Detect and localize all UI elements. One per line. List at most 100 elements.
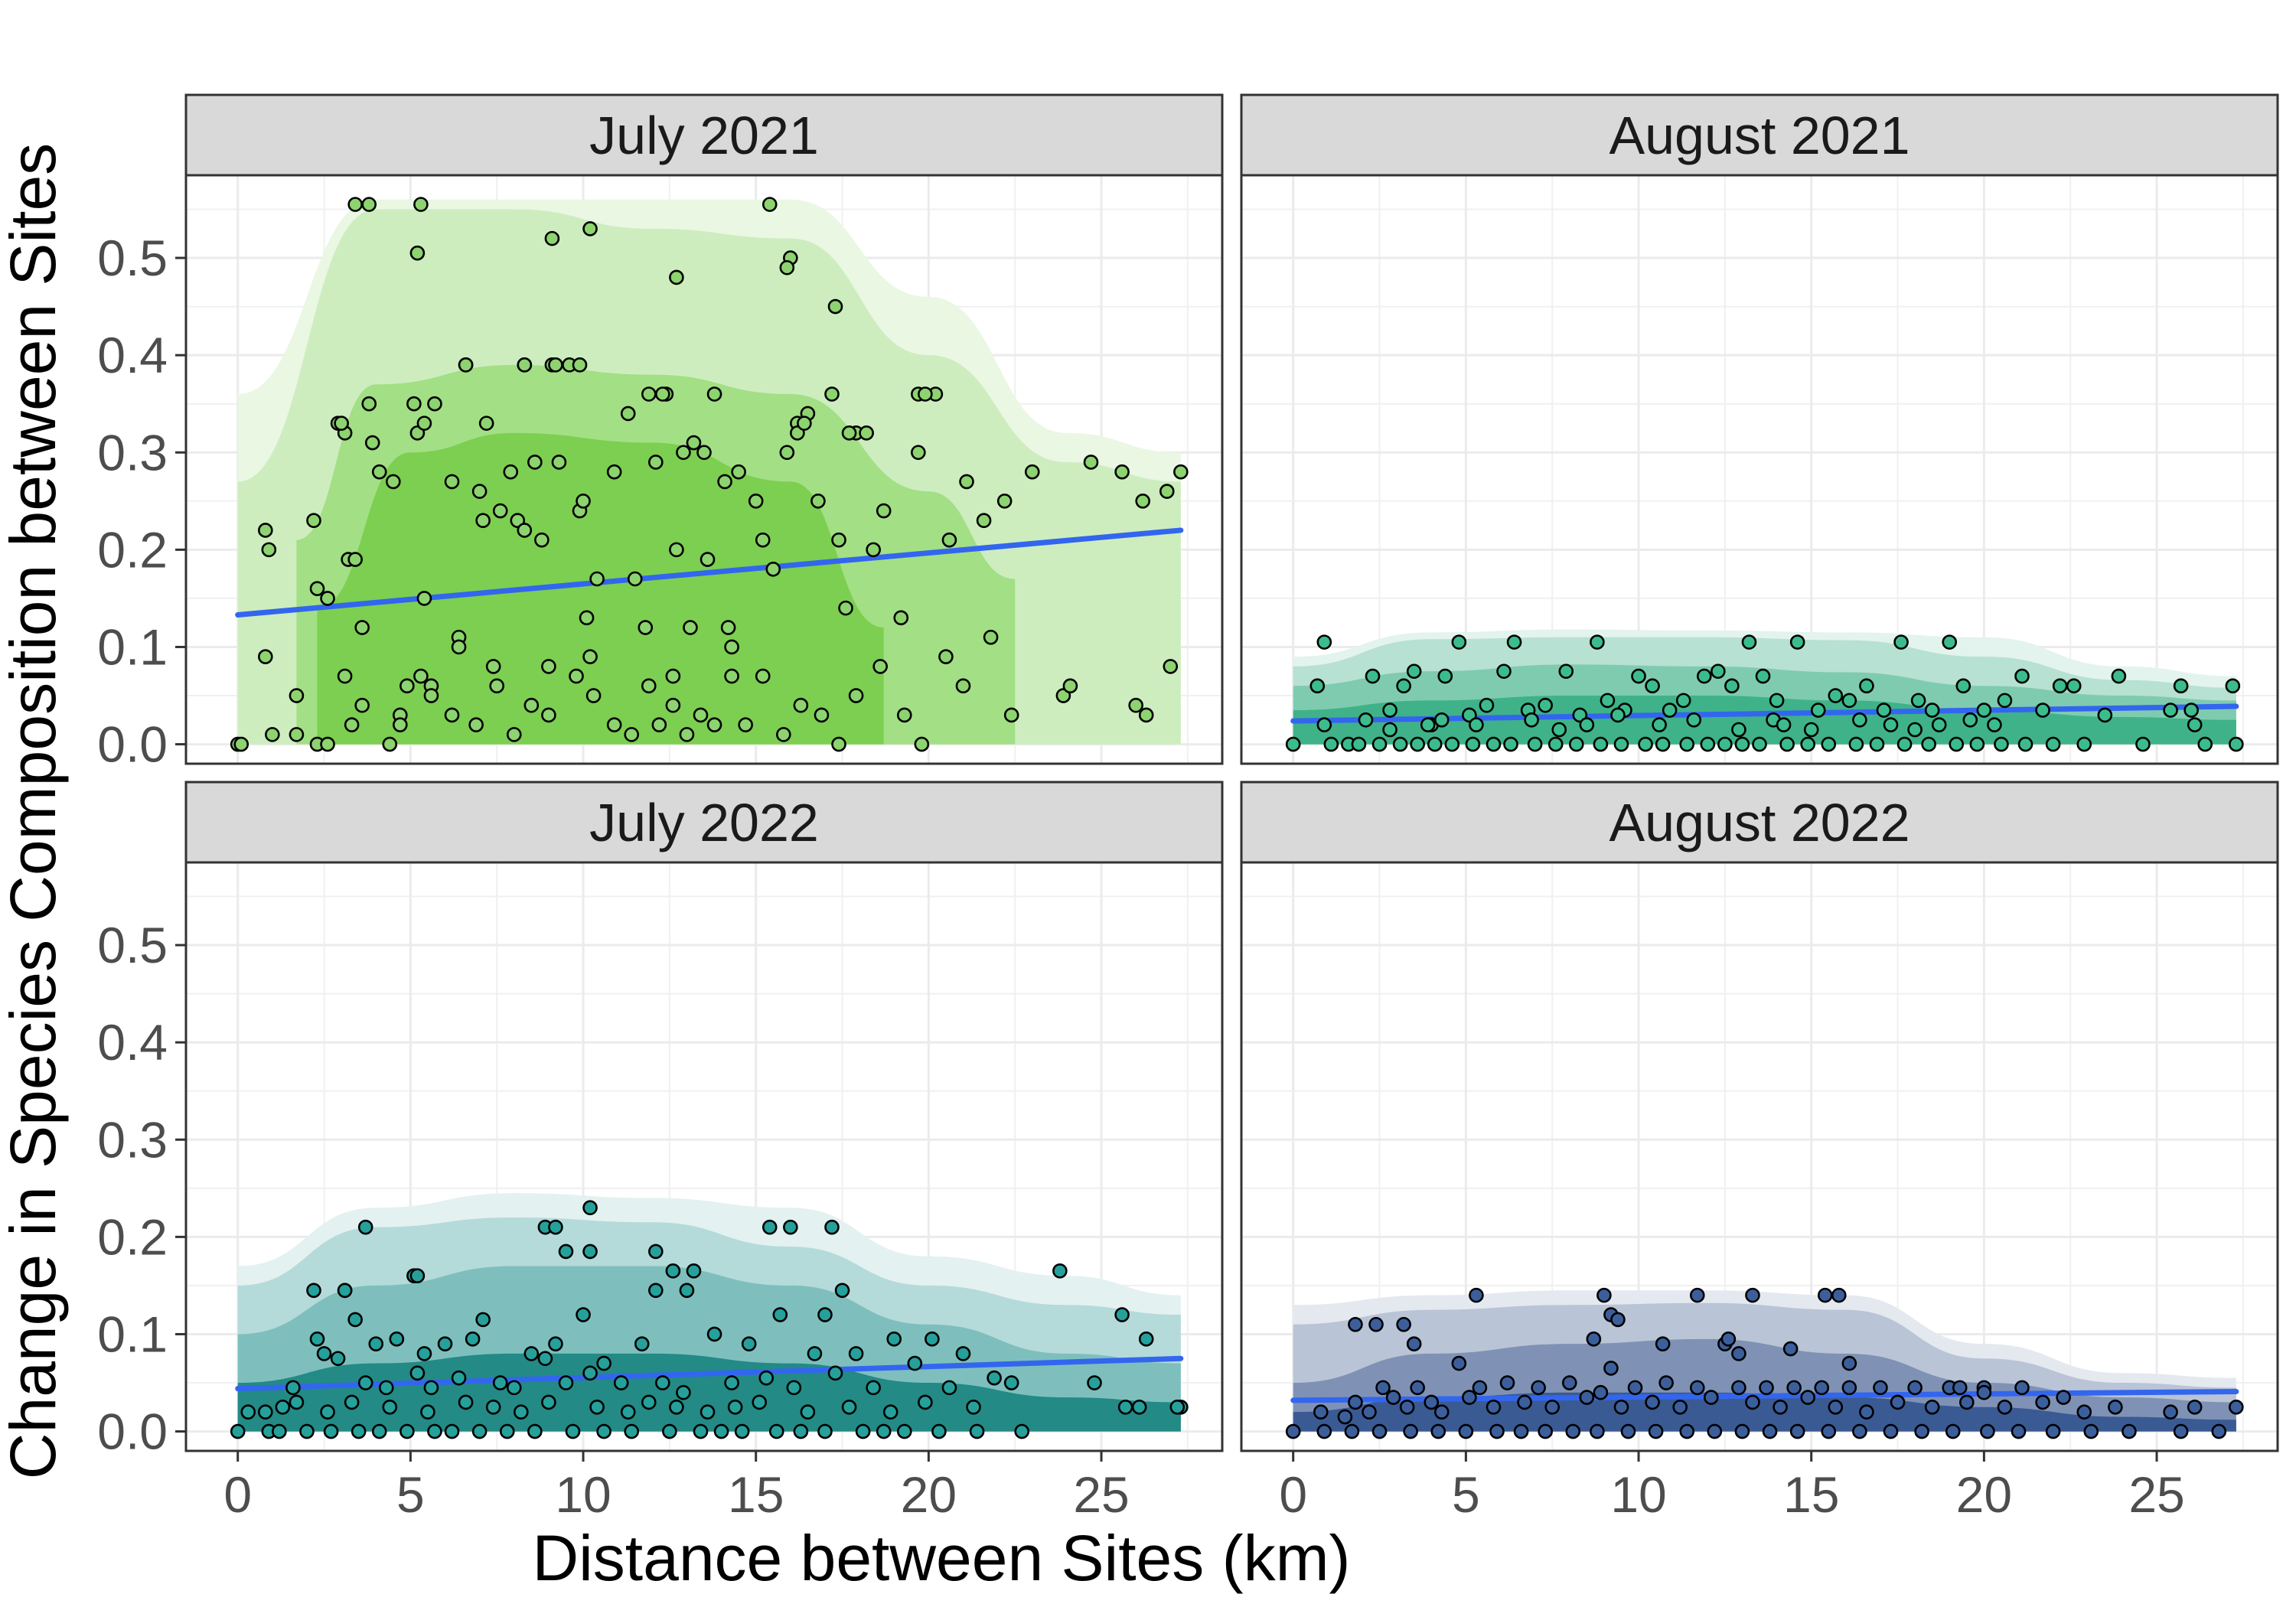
data-point	[458, 1394, 474, 1410]
data-point	[976, 513, 992, 529]
data-point	[1403, 1423, 1418, 1439]
data-point	[1700, 736, 1716, 752]
data-point	[1658, 1375, 1674, 1390]
data-point	[1745, 1287, 1760, 1303]
data-point	[427, 1423, 442, 1439]
data-point	[2014, 668, 2030, 684]
data-point	[2225, 678, 2241, 694]
y-tick-label: 0.3	[97, 1111, 168, 1168]
data-point	[1613, 1400, 1629, 1415]
data-point	[1949, 736, 1965, 752]
data-point	[755, 532, 771, 548]
data-point	[258, 523, 273, 538]
data-point	[1451, 634, 1467, 650]
data-point	[1486, 736, 1502, 752]
data-point	[1828, 1400, 1844, 1415]
data-point	[810, 494, 826, 509]
data-point	[1731, 1346, 1746, 1361]
data-point	[576, 494, 591, 509]
data-point	[485, 659, 501, 674]
x-tick-label: 15	[1783, 1466, 1839, 1523]
data-point	[1365, 668, 1381, 684]
data-point	[1852, 1423, 1867, 1439]
data-point	[2035, 1394, 2050, 1410]
data-point	[1323, 736, 1339, 752]
data-point	[1600, 693, 1616, 709]
data-point	[1893, 634, 1909, 650]
data-point	[316, 1346, 332, 1361]
data-point	[1655, 736, 1671, 752]
data-point	[1596, 1287, 1612, 1303]
data-point	[1427, 736, 1443, 752]
data-point	[1752, 736, 1767, 752]
data-point	[706, 1326, 722, 1342]
data-point	[1876, 702, 1892, 718]
trend-line	[1290, 703, 2239, 724]
trend-line	[235, 527, 1184, 618]
data-point	[1745, 1394, 1760, 1410]
data-point	[2066, 678, 2082, 694]
data-point	[955, 1346, 971, 1361]
data-point	[1869, 736, 1885, 752]
data-point	[357, 1375, 373, 1390]
data-point	[1610, 707, 1626, 723]
data-point	[551, 455, 567, 470]
data-point	[541, 1394, 556, 1410]
data-point	[569, 668, 584, 684]
data-point	[987, 1370, 1002, 1386]
data-point	[1955, 678, 1971, 694]
data-point	[451, 639, 467, 655]
data-point	[1052, 1263, 1068, 1279]
data-point	[1472, 1380, 1488, 1396]
data-point	[1896, 736, 1913, 752]
data-point	[1976, 702, 1992, 718]
data-point	[2056, 1390, 2071, 1405]
data-point	[1789, 1423, 1805, 1439]
y-tick-label: 0.5	[97, 917, 168, 973]
data-point	[1579, 1390, 1595, 1405]
data-point	[662, 1423, 677, 1439]
data-point	[676, 1384, 691, 1400]
data-point	[416, 591, 432, 606]
data-point	[1579, 717, 1595, 732]
data-point	[1593, 1384, 1609, 1400]
data-point	[582, 221, 598, 236]
data-point	[1128, 697, 1143, 713]
data-point	[544, 230, 560, 246]
data-point	[2211, 1423, 2227, 1439]
data-point	[1997, 1400, 2013, 1415]
data-point	[914, 736, 930, 752]
data-point	[1779, 736, 1795, 752]
data-point	[613, 1375, 629, 1390]
data-point	[966, 1400, 981, 1415]
data-point	[527, 1423, 543, 1439]
data-point	[409, 245, 426, 261]
data-point	[2017, 736, 2033, 752]
data-point	[1503, 736, 1518, 752]
data-point	[1662, 702, 1678, 718]
data-point	[582, 649, 598, 664]
data-point	[361, 396, 377, 412]
data-point	[1316, 634, 1332, 650]
data-point	[1313, 1404, 1329, 1420]
data-point	[655, 1375, 670, 1390]
data-point	[2045, 1423, 2061, 1439]
y-tick-label: 0.1	[97, 618, 168, 675]
data-point	[1590, 634, 1605, 650]
data-point	[1789, 634, 1805, 650]
x-tick-label: 15	[728, 1466, 784, 1523]
data-point	[752, 1394, 768, 1410]
data-point	[872, 659, 888, 674]
data-point	[896, 707, 912, 723]
y-axis-title: Change in Species Composition between Si…	[0, 143, 69, 1479]
data-point	[309, 1332, 325, 1347]
data-point	[534, 532, 550, 548]
data-point	[783, 1219, 798, 1235]
data-points	[230, 197, 1189, 752]
data-point	[527, 455, 543, 470]
data-point	[409, 1268, 426, 1284]
data-point	[1907, 1380, 1923, 1396]
regression-line	[235, 527, 1184, 618]
data-point	[2097, 707, 2113, 723]
data-point	[1731, 722, 1746, 738]
